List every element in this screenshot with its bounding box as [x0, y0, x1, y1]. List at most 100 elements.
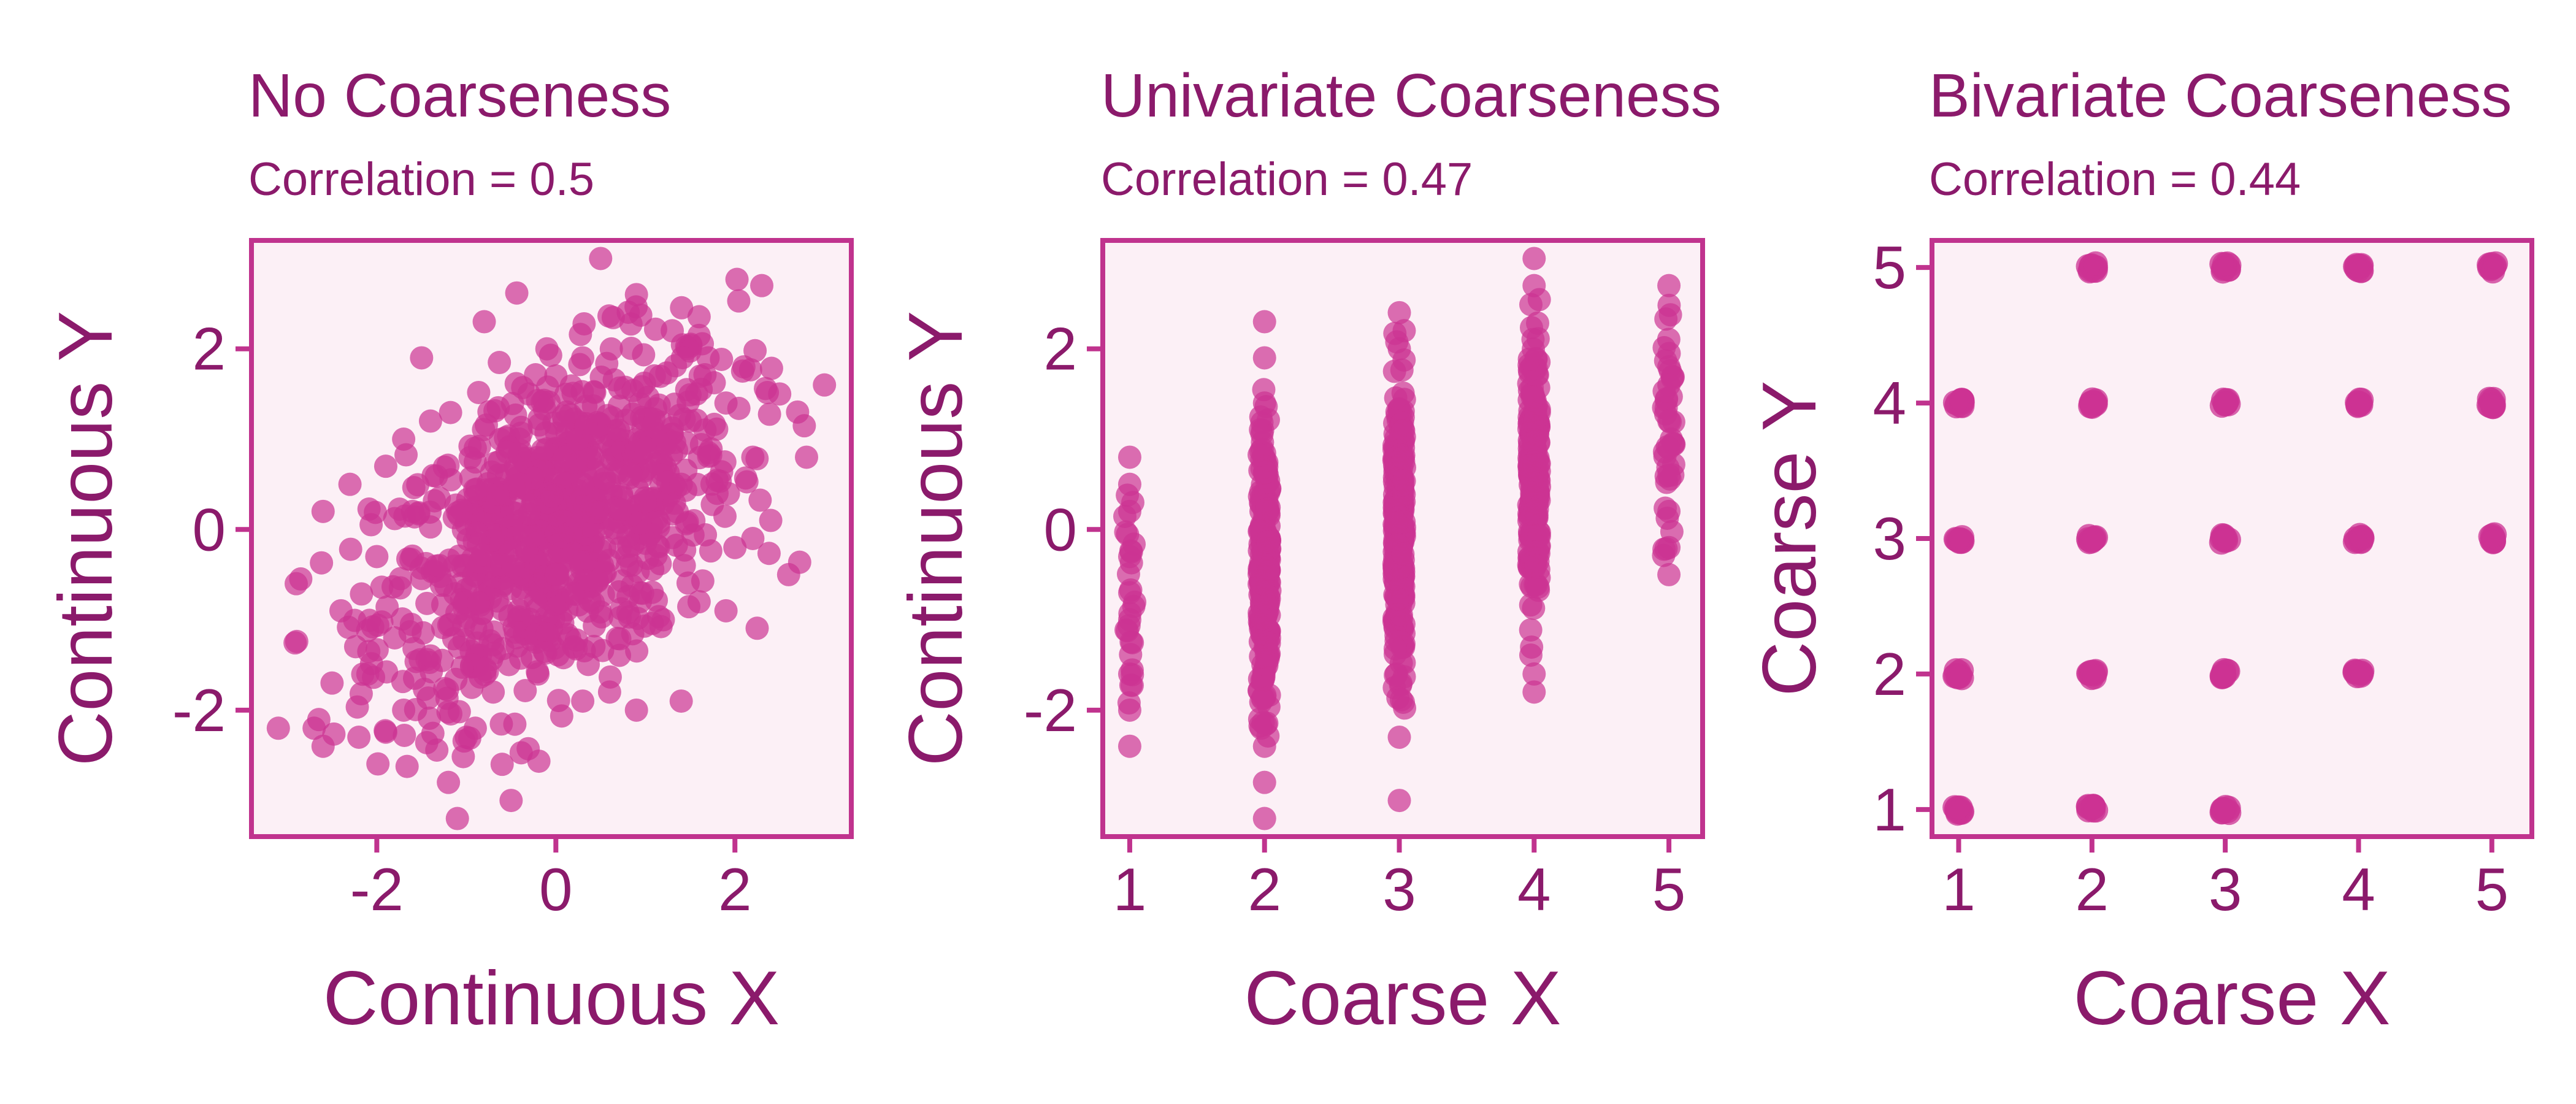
- scatter-point: [1657, 535, 1681, 559]
- scatter-point-dense: [595, 351, 619, 375]
- panel-1-x-axis-label: Continuous X: [323, 956, 780, 1041]
- x-tick-label: -2: [350, 856, 404, 923]
- scatter-point-dense: [1386, 587, 1409, 611]
- scatter-point: [714, 391, 738, 415]
- scatter-point-dense: [1249, 645, 1273, 669]
- scatter-point-dense: [673, 538, 697, 562]
- scatter-point-dense: [1382, 359, 1406, 383]
- scatter-point-dense: [393, 723, 416, 747]
- scatter-point: [1117, 581, 1141, 605]
- scatter-point: [1387, 337, 1411, 361]
- scatter-point: [2083, 251, 2108, 276]
- panel-2-title: Univariate Coarseness: [1101, 61, 1722, 130]
- scatter-point-dense: [482, 620, 506, 644]
- scatter-point-dense: [339, 537, 362, 561]
- scatter-point-dense: [1522, 431, 1546, 454]
- scatter-point-dense: [552, 410, 576, 434]
- scatter-point: [1657, 373, 1681, 397]
- scatter-point: [1252, 807, 1276, 830]
- scatter-point-dense: [486, 483, 510, 507]
- scatter-point: [1657, 355, 1681, 379]
- scatter-point-dense: [577, 653, 600, 677]
- panel-1-title: No Coarseness: [248, 61, 671, 130]
- scatter-point: [1252, 310, 1276, 334]
- scatter-point: [616, 554, 640, 578]
- scatter-point-dense: [450, 655, 474, 679]
- scatter-point-dense: [527, 749, 551, 773]
- y-tick-label: 2: [1043, 315, 1077, 383]
- scatter-point: [624, 283, 648, 307]
- scatter-point: [365, 545, 389, 569]
- scatter-point: [2480, 259, 2505, 284]
- scatter-point: [1387, 301, 1411, 324]
- scatter-point-dense: [582, 634, 606, 658]
- scatter-point: [2480, 523, 2505, 548]
- scatter-point-dense: [687, 305, 711, 329]
- scatter-point: [624, 698, 648, 722]
- scatter-point: [1117, 545, 1141, 569]
- scatter-point: [1117, 608, 1141, 632]
- scatter-point-dense: [1517, 347, 1541, 371]
- scatter-point: [544, 364, 568, 388]
- scatter-point-dense: [1522, 385, 1546, 409]
- scatter-point-dense: [435, 686, 459, 710]
- x-tick-label: 4: [1517, 856, 1551, 923]
- scatter-point: [338, 472, 362, 496]
- scatter-point-dense: [357, 497, 381, 521]
- scatter-point: [1657, 463, 1681, 487]
- scatter-point-dense: [632, 343, 656, 367]
- scatter-point: [517, 382, 541, 406]
- scatter-point-dense: [1517, 454, 1541, 478]
- scatter-point: [320, 671, 344, 695]
- scatter-point: [705, 481, 729, 505]
- scatter-point: [1944, 795, 1969, 821]
- scatter-point-dense: [583, 380, 607, 404]
- scatter-point-dense: [1519, 293, 1543, 316]
- x-tick-label: 2: [718, 856, 752, 923]
- scatter-point-dense: [345, 695, 369, 719]
- scatter-point-dense: [310, 551, 334, 575]
- scatter-point-dense: [370, 610, 394, 634]
- scatter-point-dense: [1116, 562, 1140, 586]
- scatter-point: [589, 247, 613, 270]
- scatter-point: [1522, 680, 1546, 704]
- x-tick-label: 1: [1113, 856, 1147, 923]
- scatter-point-dense: [757, 402, 781, 426]
- scatter-point-dense: [619, 462, 643, 486]
- panel-2-ticks: 1 2 3 4 5 -2 0 2: [1024, 315, 1685, 923]
- scatter-point-dense: [1519, 618, 1543, 642]
- scatter-point: [347, 726, 371, 749]
- scatter-point-dense: [647, 510, 671, 534]
- scatter-point-dense: [759, 356, 783, 380]
- scatter-point-dense: [705, 417, 729, 441]
- scatter-point-dense: [550, 704, 573, 728]
- scatter-point-dense: [415, 730, 439, 754]
- y-tick-label: 3: [1873, 505, 1906, 572]
- scatter-point: [768, 382, 792, 406]
- scatter-point-dense: [509, 741, 533, 765]
- scatter-point: [311, 734, 335, 758]
- panel-2-x-axis-label: Coarse X: [1244, 956, 1562, 1041]
- scatter-point-dense: [374, 719, 397, 743]
- scatter-point-dense: [450, 498, 474, 522]
- x-tick-label: 5: [2475, 856, 2509, 923]
- scatter-point-dense: [601, 305, 625, 329]
- x-tick-label: 0: [539, 856, 573, 923]
- y-tick-label: 2: [192, 315, 226, 383]
- scatter-point: [1252, 391, 1276, 415]
- scatter-point-dense: [1121, 631, 1144, 654]
- scatter-point: [1117, 734, 1141, 758]
- scatter-point: [1117, 698, 1141, 722]
- scatter-point-dense: [418, 707, 442, 730]
- panel-bivariate-coarseness: Bivariate Coarseness Correlation = 0.44 …: [1747, 61, 2534, 1041]
- scatter-point: [723, 535, 747, 559]
- scatter-point-dense: [483, 399, 507, 423]
- scatter-point: [1117, 472, 1141, 496]
- scatter-point-dense: [513, 679, 537, 703]
- scatter-point: [607, 418, 631, 442]
- scatter-point-dense: [1251, 687, 1275, 711]
- scatter-point-dense: [1392, 419, 1416, 443]
- scatter-point-dense: [1525, 311, 1549, 335]
- panel-1-ticks: -2 0 2 -2 0 2: [172, 315, 752, 923]
- scatter-point-dense: [662, 491, 686, 515]
